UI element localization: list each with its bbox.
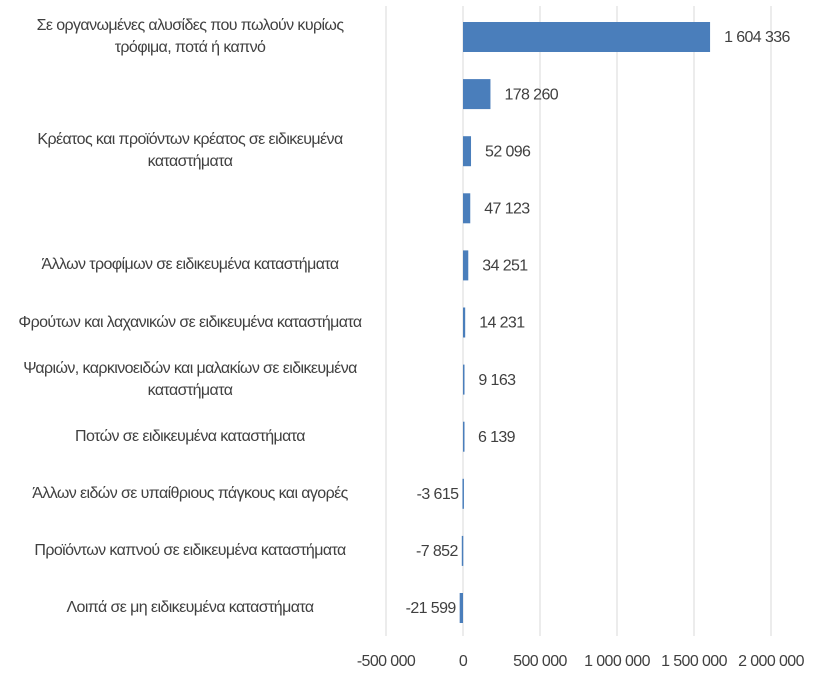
value-label: -3 615 — [417, 486, 459, 503]
y-tick-label: Φρούτων και λαχανικών σε ειδικευμένα κατ… — [18, 313, 362, 331]
value-label: 6 139 — [478, 429, 516, 446]
y-tick-label: Κρέατος και προϊόντων κρέατος σε ειδικευ… — [37, 131, 343, 171]
y-tick-label: Σε οργανωμένες αλυσίδες που πωλούν κυρίω… — [36, 17, 344, 56]
y-tick-label: Ψαριών, καρκινοειδών και μαλακίων σε ειδ… — [23, 359, 357, 399]
bar — [461, 535, 464, 566]
y-tick-label: Άλλων ειδών σε υπαίθριους πάγκους και αγ… — [32, 484, 348, 502]
bar — [462, 478, 464, 509]
bar — [463, 421, 465, 452]
x-tick-label: 0 — [459, 653, 468, 670]
bar — [463, 250, 469, 281]
y-tick-label: Λοιπά σε μη ειδικευμένα καταστήματα — [66, 599, 314, 616]
value-label: -7 852 — [416, 543, 458, 560]
y-tick-label: Άλλων τροφίμων σε ειδικευμένα καταστήματ… — [41, 256, 339, 274]
value-label: 1 604 336 — [724, 29, 790, 46]
x-tick-label: -500 000 — [357, 653, 416, 670]
bar — [463, 22, 711, 52]
bar — [463, 136, 472, 167]
bar — [463, 79, 491, 110]
x-tick-label: 1 500 000 — [661, 653, 727, 670]
x-tick-label: 500 000 — [513, 653, 567, 670]
bar — [463, 364, 465, 395]
y-tick-label: Προϊόντων καπνού σε ειδικευμένα καταστήμ… — [34, 541, 346, 559]
value-label: 52 096 — [485, 143, 531, 160]
y-tick-label: Ποτών σε ειδικευμένα καταστήματα — [75, 427, 306, 445]
value-label: 14 231 — [479, 315, 525, 332]
x-tick-label: 1 000 000 — [584, 653, 650, 670]
bar — [459, 593, 463, 623]
value-label: 178 260 — [504, 86, 558, 103]
bar — [463, 193, 471, 224]
x-tick-label: 2 000 000 — [738, 653, 804, 670]
value-label: 34 251 — [482, 258, 528, 275]
value-label: -21 599 — [406, 600, 457, 617]
bar — [463, 307, 466, 338]
value-label: 47 123 — [484, 201, 530, 218]
value-label: 9 163 — [478, 372, 516, 389]
